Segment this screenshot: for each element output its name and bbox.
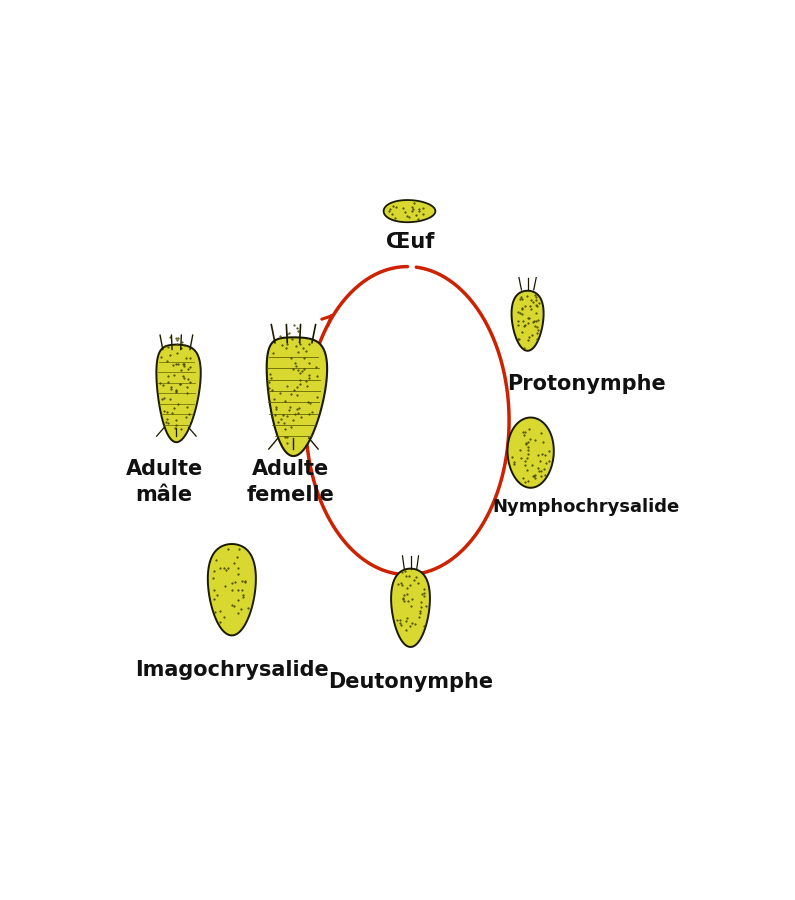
Text: Protonymphe: Protonymphe xyxy=(506,374,665,393)
Text: Adulte
femelle: Adulte femelle xyxy=(246,459,335,506)
Text: Imagochrysalide: Imagochrysalide xyxy=(135,660,328,680)
Polygon shape xyxy=(207,544,256,635)
Polygon shape xyxy=(391,569,430,647)
Text: Adulte
mâle: Adulte mâle xyxy=(126,459,203,506)
Text: Œuf: Œuf xyxy=(386,232,435,252)
Text: Nymphochrysalide: Nymphochrysalide xyxy=(492,498,680,516)
Polygon shape xyxy=(266,338,327,456)
Polygon shape xyxy=(157,345,201,442)
Polygon shape xyxy=(384,200,436,222)
Text: Deutonymphe: Deutonymphe xyxy=(328,672,493,692)
Polygon shape xyxy=(511,291,544,351)
Polygon shape xyxy=(507,418,554,488)
